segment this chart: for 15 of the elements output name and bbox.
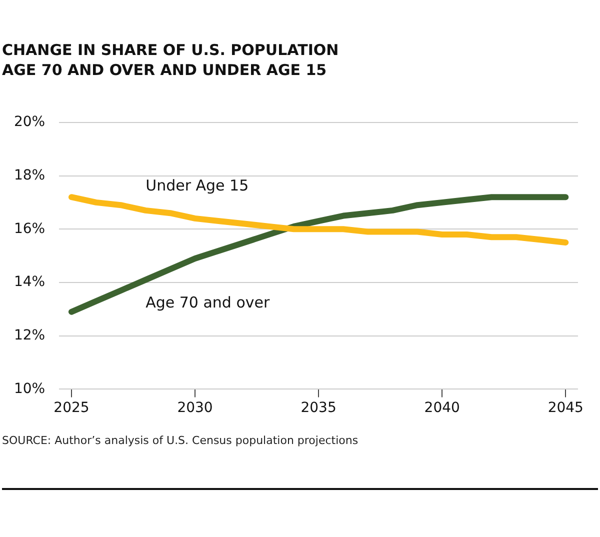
series-label: Under Age 15 — [146, 176, 249, 194]
x-tick-label: 2030 — [177, 400, 213, 416]
y-tick-label: 16% — [14, 220, 46, 237]
source-note: SOURCE: Author’s analysis of U.S. Census population projections — [2, 434, 358, 447]
series-label: Age 70 and over — [146, 294, 271, 312]
y-tick-label: 12% — [14, 327, 46, 344]
chart-title: CHANGE IN SHARE OF U.S. POPULATION AGE 70 AND OVER AND UNDER AGE 15 — [2, 40, 340, 80]
x-tick-label: 2045 — [548, 400, 584, 416]
y-tick-label: 14% — [14, 274, 46, 290]
x-tick-label: 2040 — [424, 400, 460, 416]
y-tick-label: 18% — [14, 167, 46, 184]
x-tick-label: 2035 — [300, 400, 336, 416]
y-tick-label: 10% — [14, 380, 46, 397]
y-tick-label: 20% — [14, 114, 46, 130]
x-tick-label: 2025 — [54, 400, 90, 416]
